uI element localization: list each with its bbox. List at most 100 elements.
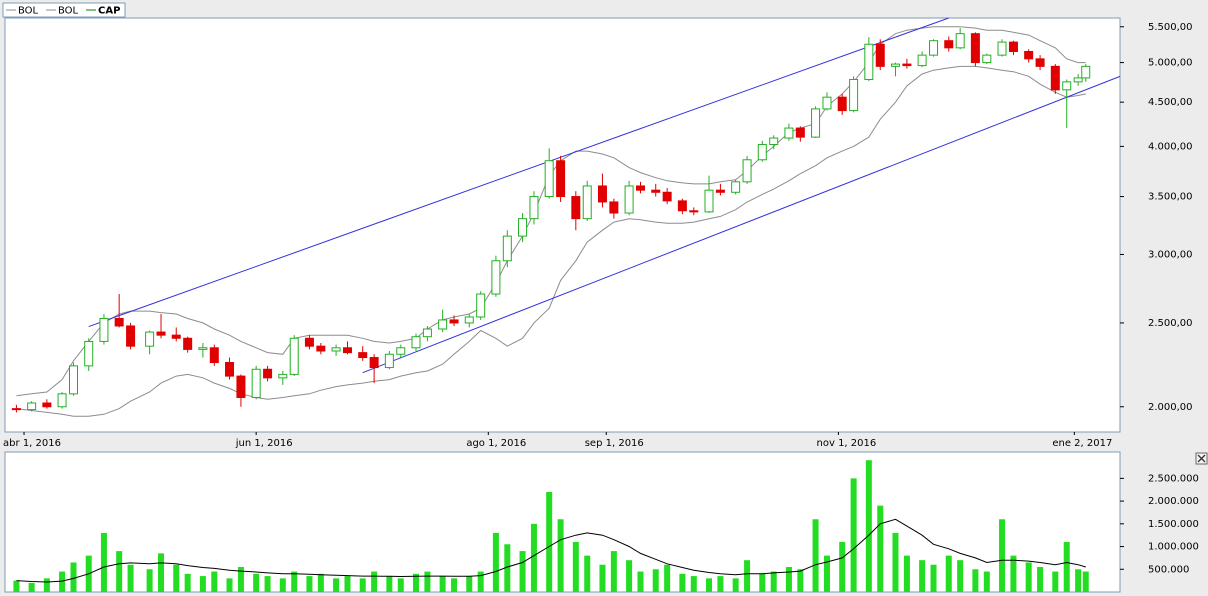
volume-bar (146, 569, 153, 592)
candle-body (422, 328, 432, 338)
x-tick-label: jun 1, 2016 (235, 438, 293, 449)
volume-average (16, 518, 1086, 583)
candle-body (316, 345, 326, 352)
candle-body (11, 408, 21, 411)
volume-bar (451, 578, 458, 592)
volume-bar (211, 571, 218, 592)
volume-bar (158, 553, 165, 592)
candle-body (1062, 81, 1072, 91)
y-tick-label: 2.500,00 (1148, 318, 1193, 329)
volume-bar (504, 544, 511, 592)
y-tick-label: 2.000,00 (1148, 402, 1193, 413)
candle-body (715, 189, 725, 193)
volume-bar (706, 578, 713, 592)
volume-bar (226, 578, 233, 592)
candle-body (171, 334, 181, 339)
candle-body (411, 336, 421, 349)
candle-body (449, 319, 459, 324)
trend-line (362, 75, 1121, 374)
candle-body (396, 347, 406, 355)
volume-bar (785, 567, 792, 592)
candle-body (544, 160, 554, 198)
candle-body (1081, 65, 1091, 79)
volume-bar (264, 576, 271, 592)
candle-body (636, 185, 646, 191)
candle-body (263, 368, 273, 379)
volume-bar (930, 564, 937, 592)
candle-body (822, 96, 832, 110)
volume-bar (116, 551, 123, 592)
volume-bar (253, 573, 260, 592)
candle-body (278, 373, 288, 379)
candle-body (1008, 41, 1018, 52)
volume-bar (386, 576, 393, 592)
bollinger-band (16, 65, 1086, 417)
candle-body (902, 63, 912, 67)
candle-body (156, 331, 166, 336)
volume-bar (717, 576, 724, 592)
y-tick-label: 5.500,00 (1148, 22, 1193, 33)
candle-body (624, 185, 634, 214)
volume-bar (546, 492, 553, 592)
candle-body (997, 41, 1007, 56)
candle-body (757, 144, 767, 161)
x-tick-label: sep 1, 2016 (585, 438, 644, 449)
volume-bar (626, 560, 633, 592)
candle-body (982, 54, 992, 64)
candle-body (864, 43, 874, 80)
volume-bar (679, 573, 686, 592)
volume-bar (412, 573, 419, 592)
candle-body (518, 218, 528, 237)
volume-bar (237, 567, 244, 592)
candle-body (225, 362, 235, 377)
volume-bar (957, 560, 964, 592)
candle-body (126, 325, 136, 347)
volume-bar (903, 555, 910, 592)
candle-body (651, 189, 661, 193)
candle-body (955, 33, 965, 49)
volume-bar (637, 571, 644, 592)
volume-bar (70, 562, 77, 592)
volume-bar (173, 564, 180, 592)
candle-body (438, 319, 448, 330)
volume-bar (839, 542, 846, 592)
volume-bar (732, 578, 739, 592)
candle-body (358, 352, 368, 359)
y-tick-label: 3.000,00 (1148, 249, 1193, 260)
volume-bar (1082, 571, 1089, 592)
candle-body (198, 347, 208, 350)
volume-bar (359, 578, 366, 592)
volume-bar (1025, 562, 1032, 592)
close-icon[interactable] (1197, 454, 1206, 463)
candle-body (837, 96, 847, 112)
volume-bar (972, 569, 979, 592)
volume-bar (492, 532, 499, 592)
candle-body (970, 33, 980, 64)
candle-body (704, 189, 714, 213)
volume-bar (999, 519, 1006, 592)
volume-bar (584, 555, 591, 592)
candle-body (491, 260, 501, 295)
candle-body (42, 402, 52, 408)
candle-body (571, 196, 581, 220)
candle-body (331, 347, 341, 352)
candle-body (662, 191, 672, 202)
candle-body (251, 368, 261, 398)
volume-bar (664, 564, 671, 592)
x-tick-label: abr 1, 2016 (3, 438, 61, 449)
candle-body (289, 337, 299, 375)
volume-bar (13, 580, 20, 592)
volume-bar (770, 571, 777, 592)
volume-bar (812, 519, 819, 592)
volume-bar (892, 532, 899, 592)
candle-body (84, 340, 94, 367)
volume-bar (850, 478, 857, 592)
candle-body (183, 337, 193, 350)
candle-body (582, 185, 592, 220)
close-button[interactable] (1195, 452, 1208, 465)
volume-bar (983, 571, 990, 592)
volume-bar (530, 523, 537, 592)
candle-body (811, 108, 821, 138)
